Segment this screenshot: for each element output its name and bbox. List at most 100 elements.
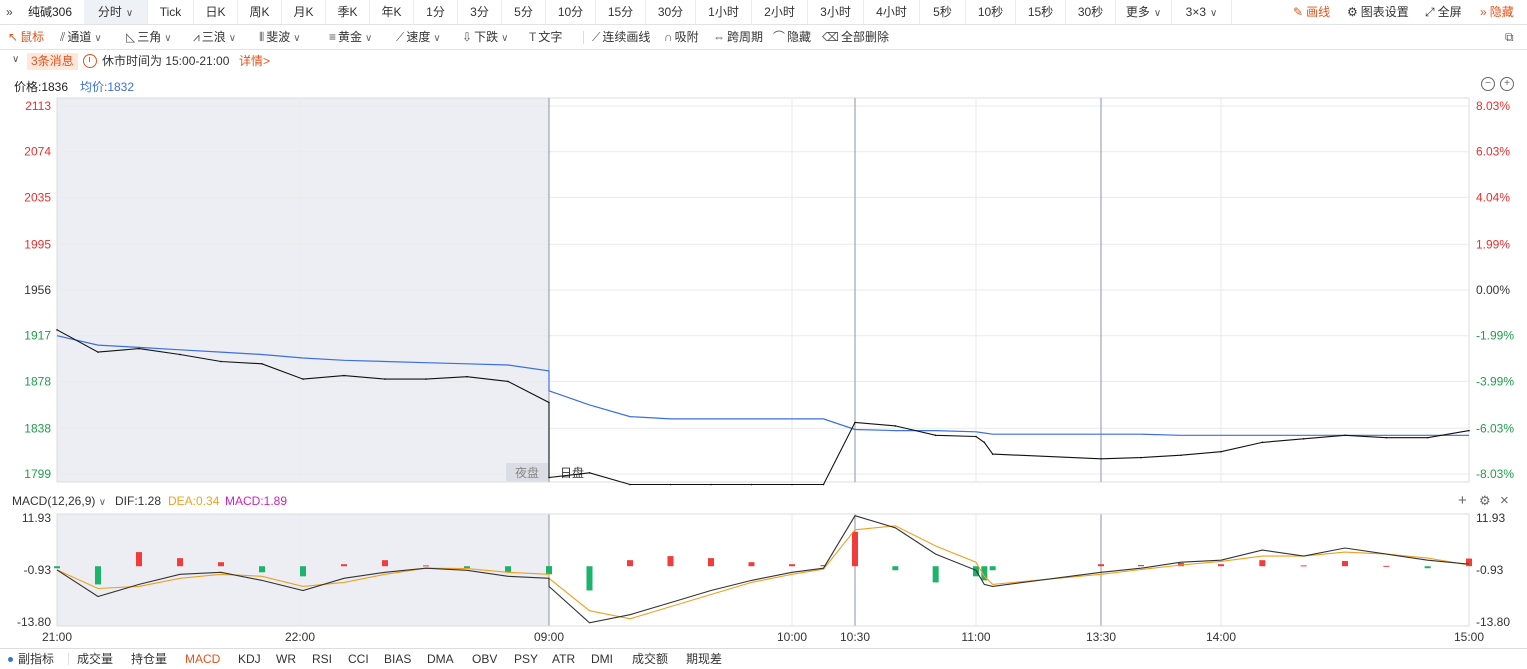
indicator-tab[interactable]: BIAS	[384, 652, 412, 666]
collapse-panel-icon[interactable]: »	[6, 5, 13, 19]
tool-channel[interactable]: ⫽ 通道 ∨	[60, 25, 102, 49]
indicator-tab[interactable]: 期现差	[686, 652, 723, 666]
message-count-badge[interactable]: 3条消息	[27, 53, 78, 70]
period-tab[interactable]: 3分	[458, 0, 502, 24]
period-tab[interactable]: 2小时	[752, 0, 808, 24]
chart-settings-button[interactable]: ⚙ 图表设置	[1347, 0, 1409, 24]
hide-panel-button[interactable]: » 隐藏	[1480, 0, 1514, 24]
tool-golden[interactable]: ≡ 黄金 ∨	[329, 25, 372, 49]
macd-indicator-selector[interactable]: MACD(12,26,9) ∨	[12, 494, 107, 508]
period-tab[interactable]: 15分	[596, 0, 646, 24]
symbol-name[interactable]: 纯碱306	[28, 5, 73, 19]
period-tab[interactable]: 30分	[646, 0, 696, 24]
time-axis-label: 21:00	[42, 630, 72, 644]
tool-triangle[interactable]: ◺ 三角 ∨	[126, 25, 172, 49]
indicator-tab[interactable]: OBV	[472, 652, 498, 666]
tool-text[interactable]: T 文字	[529, 25, 562, 49]
percent-axis-label: 6.03%	[1476, 145, 1510, 159]
period-tab[interactable]: 年K	[370, 0, 414, 24]
gear-icon[interactable]: ⚙	[1479, 493, 1491, 508]
indicator-tab[interactable]: 成交量	[77, 652, 114, 666]
price-point	[138, 347, 140, 350]
price-point	[97, 351, 99, 353]
indicator-tab[interactable]: KDJ	[238, 652, 261, 666]
tool-down-arrow[interactable]: ⇩ 下跌 ∨	[462, 25, 508, 49]
zoom-in-icon[interactable]: +	[1500, 77, 1514, 91]
add-indicator-icon[interactable]: +	[1458, 492, 1467, 509]
indicator-tab[interactable]: PSY	[514, 652, 539, 666]
indicator-tab[interactable]: 持仓量	[131, 652, 168, 666]
period-tab[interactable]: 日K	[194, 0, 238, 24]
period-tab[interactable]: 15秒	[1016, 0, 1066, 24]
tool-cross-period[interactable]: ⇔ 跨周期	[713, 25, 763, 49]
period-tab[interactable]: 1分	[414, 0, 458, 24]
pencil-icon: ✎	[1293, 5, 1304, 19]
macd-histogram-bar	[748, 562, 755, 567]
indicator-tab[interactable]: CCI	[348, 652, 369, 666]
tool-magnet[interactable]: ∩ 吸附	[664, 25, 699, 49]
tool-trash[interactable]: ⌫ 全部删除	[822, 25, 889, 49]
macd-histogram-bar	[1342, 560, 1348, 567]
macd-histogram-bar	[464, 566, 470, 569]
period-tab[interactable]: 5秒	[920, 0, 966, 24]
period-tab[interactable]: 更多 ∨	[1116, 0, 1172, 24]
period-tab[interactable]: Tick	[148, 0, 194, 24]
period-tab[interactable]: 周K	[238, 0, 282, 24]
indicator-tab[interactable]: DMI	[591, 652, 613, 666]
macd-histogram-bar	[54, 566, 60, 569]
price-axis-label: 2113	[25, 99, 51, 113]
zoom-out-icon[interactable]: −	[1481, 77, 1495, 91]
price-point	[629, 483, 631, 486]
period-list: 分时 ∨ Tick 日K 周K 月K 季K 年K 1分 3分 5分 10分 15分 30分 1小时 2小时 3小…	[84, 0, 1232, 24]
indicator-tab[interactable]: WR	[276, 652, 296, 666]
period-tab[interactable]: 3小时	[808, 0, 864, 24]
macd-histogram-bar	[1300, 565, 1307, 567]
period-tab[interactable]: 1小时	[696, 0, 752, 24]
macd-dif-line	[56, 515, 1470, 624]
indicator-tab[interactable]: RSI	[312, 652, 333, 666]
drawing-toolbar: ⧉ ↖ 鼠标 ⫽ 通道 ∨ ◺ 三角 ∨ ⩘ 三浪 ∨ ⦀ 斐波 ∨ ≡ 黄金 ∨ ⟋ 速度 ∨ ⇩ 下跌 ∨ T 文字 ⟋ 连续画…	[0, 25, 1527, 50]
fullscreen-button[interactable]: ⤢ 全屏	[1425, 0, 1462, 24]
period-tab[interactable]: 30秒	[1066, 0, 1116, 24]
macd-histogram-bar	[627, 560, 633, 567]
draw-line-button[interactable]: ✎ 画线	[1293, 0, 1330, 24]
percent-axis-label: -8.03%	[1476, 467, 1514, 481]
price-point	[466, 375, 468, 378]
period-tab[interactable]: 4小时	[864, 0, 920, 24]
indicator-tab[interactable]: 成交额	[632, 652, 669, 666]
period-tab[interactable]: 10分	[546, 0, 596, 24]
details-link[interactable]: 详情>	[239, 54, 271, 68]
period-tab[interactable]: 季K	[326, 0, 370, 24]
percent-axis-label: 8.03%	[1476, 99, 1510, 113]
period-tab[interactable]: 10秒	[966, 0, 1016, 24]
macd-histogram-bar	[1138, 565, 1144, 567]
intraday-chart[interactable]: 2113 8.03% 2074 6.03% 2035 4.04% 1995 1.99% 1956…	[0, 96, 1527, 648]
macd-axis-label-right: -0.93	[1476, 563, 1504, 577]
tool-cursor[interactable]: ↖ 鼠标	[8, 25, 44, 49]
popout-window-icon[interactable]: ⧉	[1505, 30, 1514, 44]
tool-continuous-line[interactable]: ⟋ 连续画线	[592, 25, 650, 49]
price-point	[1100, 457, 1102, 460]
tool-hide-eye[interactable]: ⌒ 隐藏	[773, 25, 811, 49]
indicator-tab[interactable]: DMA	[427, 652, 454, 666]
period-tab[interactable]: 分时 ∨	[84, 0, 148, 24]
macd-histogram-bar	[341, 564, 347, 567]
tool-fibonacci[interactable]: ⦀ 斐波 ∨	[259, 25, 301, 49]
indicator-tab[interactable]: ATR	[552, 652, 576, 666]
close-icon[interactable]: ×	[1500, 492, 1509, 509]
tool-wave[interactable]: ⩘ 三浪 ∨	[193, 25, 236, 49]
tool-speed[interactable]: ⟋ 速度 ∨	[396, 25, 441, 49]
price-point	[791, 483, 793, 486]
trash-icon: ⌫	[822, 30, 839, 44]
chevron-down-icon: ∨	[501, 33, 509, 44]
macd-histogram-bar	[989, 566, 996, 571]
time-axis-label: 09:00	[534, 630, 564, 644]
period-tab[interactable]: 3×3 ∨	[1172, 0, 1232, 24]
indicator-tab[interactable]: MACD	[185, 652, 221, 666]
time-axis-label: 22:00	[285, 630, 315, 644]
period-tab[interactable]: 月K	[282, 0, 326, 24]
price-point	[56, 329, 58, 331]
period-tab[interactable]: 5分	[502, 0, 546, 24]
indicator-tab[interactable]: 副指标	[8, 649, 54, 669]
chevron-down-icon[interactable]: ∨	[12, 54, 20, 65]
